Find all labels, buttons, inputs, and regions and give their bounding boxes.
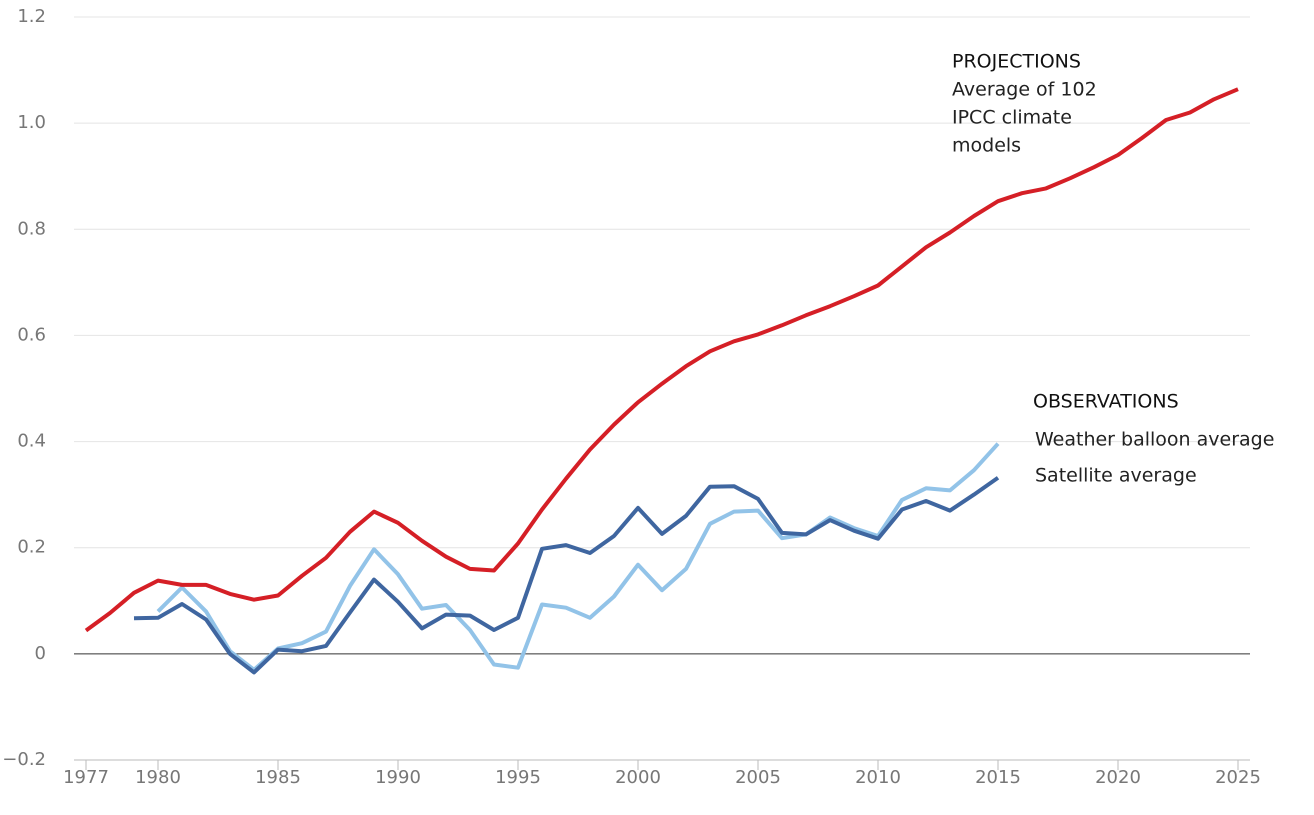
x-tick-label: 2020 (1095, 767, 1141, 788)
x-tick-label: 2000 (615, 767, 661, 788)
series-line (156, 442, 1000, 672)
series-label: Weather balloon average (1035, 429, 1274, 451)
projection-label: models (952, 135, 1021, 157)
x-tick-label: 1985 (255, 767, 301, 788)
y-tick-label: 0 (35, 643, 46, 664)
y-tick-label: 0.2 (17, 537, 46, 558)
x-tick-label: 2015 (975, 767, 1021, 788)
projection-label: Average of 102 (952, 79, 1097, 101)
projections-heading: PROJECTIONS (952, 51, 1081, 73)
x-tick-label: 2005 (735, 767, 781, 788)
y-tick-label: 0.6 (17, 324, 46, 345)
series-label: Satellite average (1035, 465, 1197, 487)
x-tick-label: 1980 (135, 767, 181, 788)
x-tick-label: 1977 (63, 767, 109, 788)
observations-heading: OBSERVATIONS (1033, 391, 1179, 413)
y-tick-label: 0.4 (17, 431, 46, 452)
y-tick-label: 1.2 (17, 6, 46, 27)
x-tick-label: 1990 (375, 767, 421, 788)
x-tick-label: 2025 (1215, 767, 1261, 788)
y-tick-label: 1.0 (17, 112, 46, 133)
series-line (84, 87, 1239, 633)
y-tick-label: 0.8 (17, 218, 46, 239)
series-line (133, 476, 1000, 675)
x-tick-label: 2010 (855, 767, 901, 788)
x-tick-label: 1995 (495, 767, 541, 788)
y-tick-label: −0.2 (2, 749, 46, 770)
projection-label: IPCC climate (952, 107, 1072, 129)
